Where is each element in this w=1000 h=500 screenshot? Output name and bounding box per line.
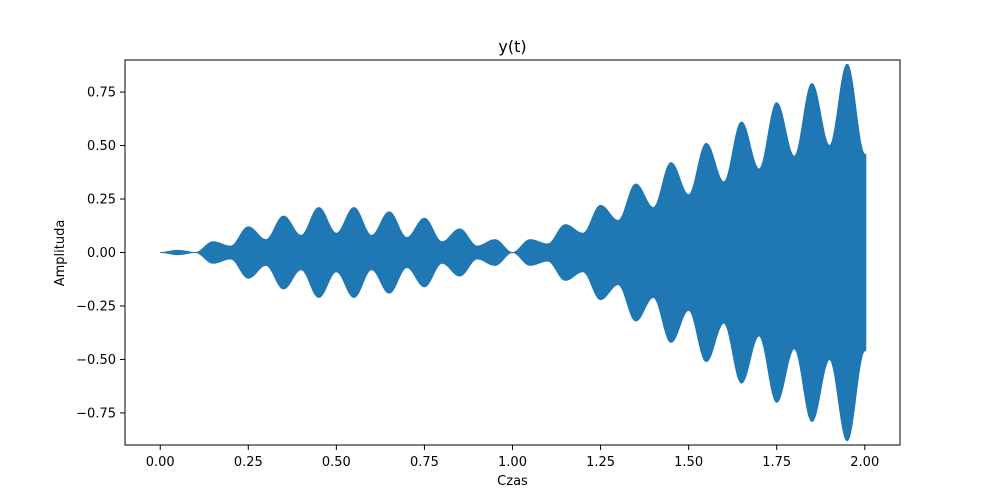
y-axis-label: Amplituda — [53, 220, 68, 287]
x-axis-label: Czas — [497, 474, 528, 489]
chart-title: y(t) — [498, 37, 526, 56]
x-tick-label-7: 1.75 — [762, 455, 791, 470]
x-tick-label-5: 1.25 — [586, 455, 615, 470]
y-tick-label-4: 0.25 — [87, 193, 116, 208]
x-tick-label-1: 0.25 — [234, 455, 263, 470]
y-tick-label-5: 0.50 — [87, 139, 116, 154]
plot-frame — [124, 59, 901, 446]
x-tick-label-4: 1.00 — [498, 455, 527, 470]
x-tick-label-6: 1.50 — [674, 455, 703, 470]
x-tick-label-8: 2.00 — [850, 455, 879, 470]
x-tick-label-3: 0.75 — [410, 455, 439, 470]
x-axis: 0.00 0.25 0.50 0.75 1.00 1.25 1.50 1.75 2.00 — [146, 445, 879, 470]
x-tick-label-0: 0.00 — [146, 455, 175, 470]
y-tick-label-0: −0.75 — [76, 406, 116, 421]
y-tick-label-6: 0.75 — [87, 86, 116, 101]
x-tick-label-2: 0.50 — [322, 455, 351, 470]
plot-area — [160, 63, 867, 442]
y-tick-label-3: 0.00 — [87, 246, 116, 261]
y-tick-label-2: −0.25 — [76, 299, 116, 314]
y-tick-label-1: −0.50 — [76, 353, 116, 368]
y-axis: −0.75 −0.50 −0.25 0.00 0.25 0.50 0.75 — [76, 86, 125, 421]
